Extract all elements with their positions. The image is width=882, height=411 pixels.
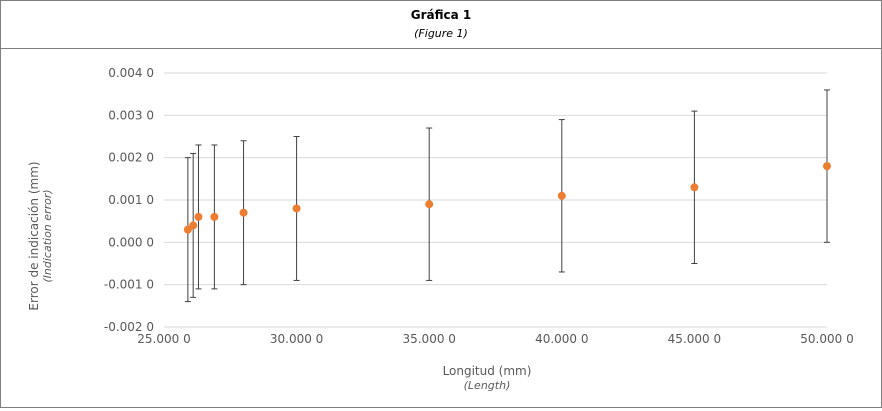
data-point xyxy=(210,212,219,221)
data-point xyxy=(823,162,831,171)
y-tick-label: -0.002 0 xyxy=(104,320,154,334)
y-axis-ticks: -0.002 0 -0.001 0 0.000 0 0.001 0 0.002 0 0.0… xyxy=(104,66,154,334)
x-axis-label: Longitud (mm) xyxy=(443,364,532,378)
y-tick-label: -0.001 0 xyxy=(104,278,154,292)
data-point xyxy=(189,221,198,230)
x-tick-label: 50.000 0 xyxy=(800,332,853,346)
y-tick-label: 0.003 0 xyxy=(108,108,154,122)
data-point xyxy=(557,191,566,200)
x-tick-label: 40.000 0 xyxy=(535,332,588,346)
y-axis-sublabel: (Indication error) xyxy=(41,189,54,282)
chart-header: Gráfica 1 (Figure 1) xyxy=(0,0,882,49)
x-tick-label: 35.000 0 xyxy=(402,332,455,346)
y-tick-label: 0.002 0 xyxy=(108,151,154,165)
data-point xyxy=(690,183,699,192)
x-axis-ticks: 25.000 0 30.000 0 35.000 0 40.000 0 45.000 0… xyxy=(137,332,853,346)
data-point xyxy=(425,200,434,209)
data-points xyxy=(183,162,831,234)
data-point xyxy=(194,212,203,221)
y-tick-label: 0.000 0 xyxy=(108,235,154,249)
data-point xyxy=(239,208,248,217)
y-tick-label: 0.004 0 xyxy=(108,66,154,80)
x-axis-sublabel: (Length) xyxy=(464,379,511,392)
error-bars xyxy=(184,89,830,303)
y-tick-label: 0.001 0 xyxy=(108,193,154,207)
x-tick-label: 30.000 0 xyxy=(270,332,323,346)
chart-title: Gráfica 1 xyxy=(410,8,472,22)
y-axis-label: Error de indicación (mm) xyxy=(27,161,41,310)
chart-area: -0.002 0 -0.001 0 0.000 0 0.001 0 0.002 0 0.0… xyxy=(0,48,882,408)
x-tick-label: 45.000 0 xyxy=(668,332,721,346)
chart-subtitle: (Figure 1) xyxy=(414,27,468,40)
x-tick-label: 25.000 0 xyxy=(137,332,190,346)
data-point xyxy=(292,204,301,213)
gridlines xyxy=(164,72,827,328)
scatter-plot: -0.002 0 -0.001 0 0.000 0 0.001 0 0.002 0 0.0… xyxy=(27,66,854,392)
